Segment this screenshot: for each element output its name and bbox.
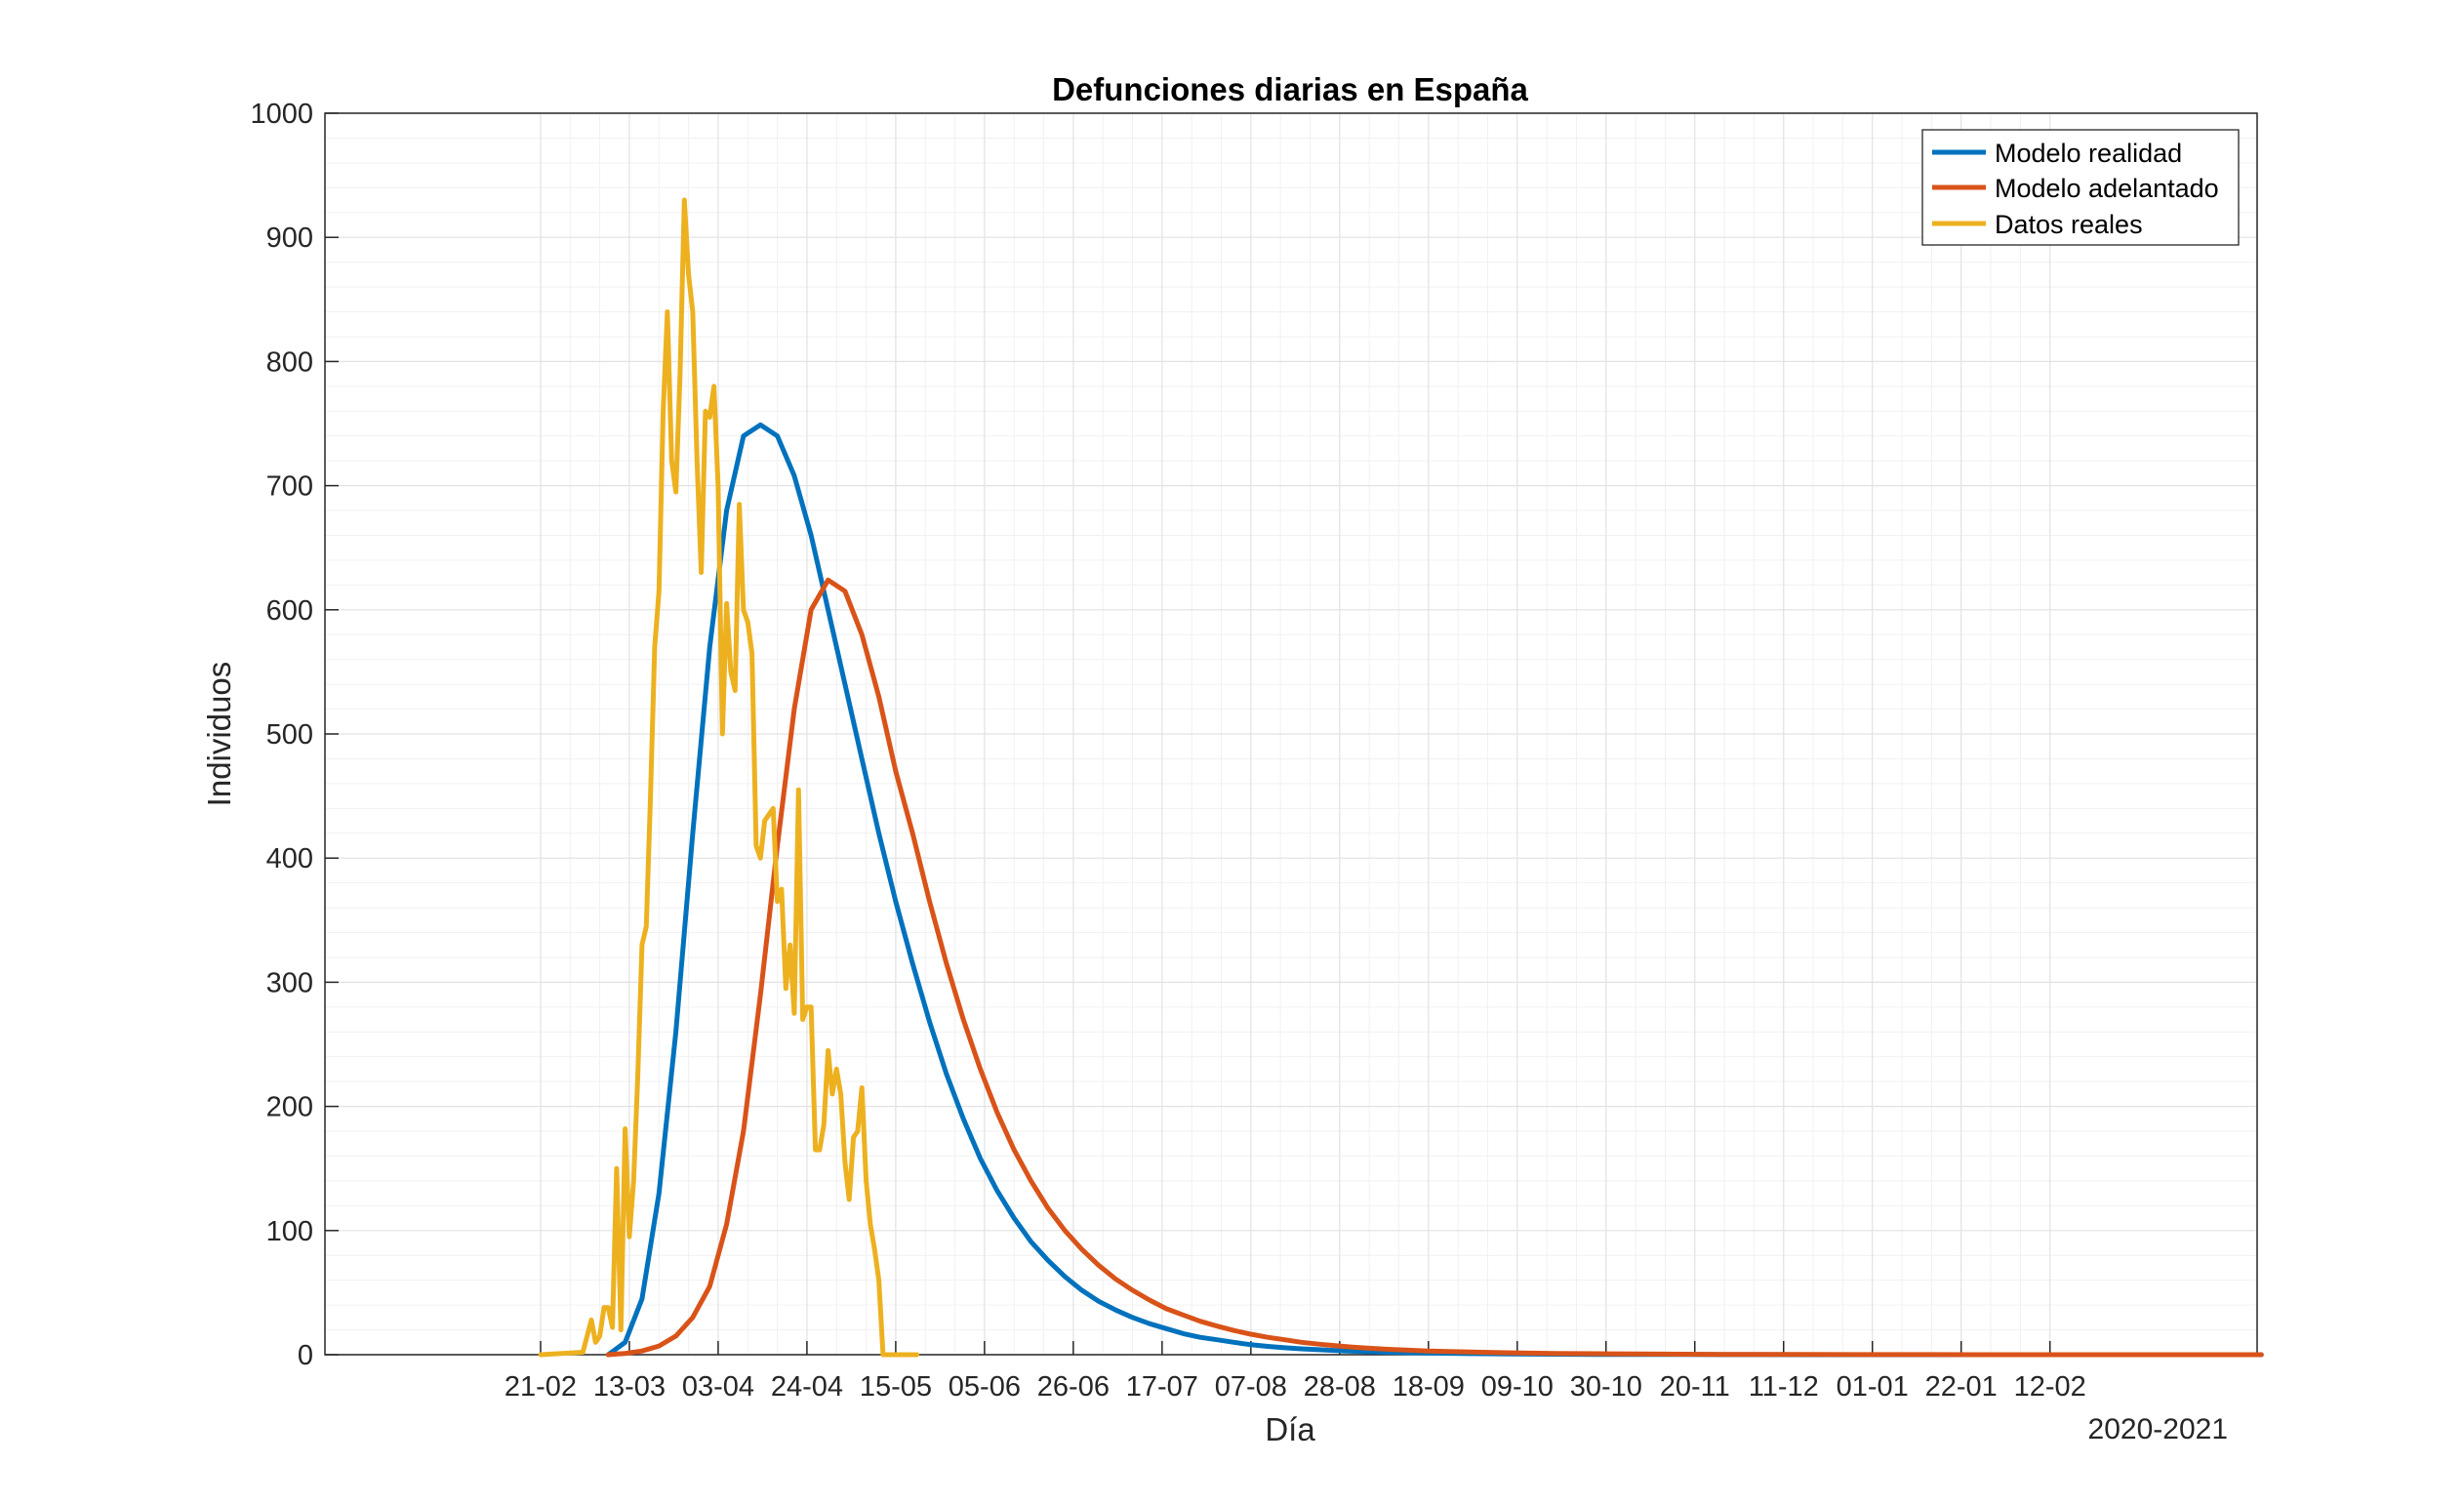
series-line-datos-reales xyxy=(538,197,920,1358)
series-lines xyxy=(538,197,2264,1358)
series-line-modelo-realidad xyxy=(605,422,2264,1358)
x-tick-label: 30-10 xyxy=(1570,1371,1642,1403)
y-tick-label: 0 xyxy=(298,1340,313,1371)
x-period-label: 2020-2021 xyxy=(2088,1413,2228,1445)
y-tick-label: 800 xyxy=(266,346,313,378)
x-tick-label: 20-11 xyxy=(1660,1371,1730,1403)
y-axis-title: Individuos xyxy=(201,662,237,807)
x-tick-label: 17-07 xyxy=(1126,1371,1198,1403)
legend-label-modelo-realidad: Modelo realidad xyxy=(1995,139,2182,168)
x-tick-label: 28-08 xyxy=(1304,1371,1376,1403)
x-tick-label: 03-04 xyxy=(682,1371,754,1403)
y-tick-label: 600 xyxy=(266,595,313,627)
x-tick-label: 07-08 xyxy=(1215,1371,1287,1403)
y-tick-label: 300 xyxy=(266,967,313,998)
x-tick-label: 01-01 xyxy=(1837,1371,1909,1403)
y-tick-label: 100 xyxy=(266,1216,313,1247)
x-axis-title: Día xyxy=(1265,1411,1315,1447)
chart-title: Defunciones diarias en España xyxy=(1052,71,1528,107)
x-tick-label: 21-02 xyxy=(505,1371,577,1403)
y-tick-label: 1000 xyxy=(250,99,313,130)
y-tick-label: 200 xyxy=(266,1092,313,1123)
x-tick-label: 26-06 xyxy=(1037,1371,1110,1403)
legend-label-modelo-adelantado: Modelo adelantado xyxy=(1995,174,2219,203)
series-line-modelo-adelantado xyxy=(605,577,2264,1358)
y-tick-label: 700 xyxy=(266,471,313,503)
x-tick-label: 12-02 xyxy=(2014,1371,2086,1403)
y-axis: 0 100 200 300 400 500 600 700 800 900 1000 xyxy=(250,99,339,1371)
x-tick-label: 09-10 xyxy=(1481,1371,1554,1403)
y-tick-label: 900 xyxy=(266,223,313,254)
y-tick-label: 400 xyxy=(266,843,313,875)
x-tick-label: 05-06 xyxy=(949,1371,1021,1403)
y-tick-label: 500 xyxy=(266,719,313,751)
x-tick-label: 24-04 xyxy=(771,1371,843,1403)
x-tick-label: 11-12 xyxy=(1749,1371,1819,1403)
x-tick-label: 15-05 xyxy=(860,1371,932,1403)
x-tick-label: 13-03 xyxy=(593,1371,666,1403)
x-tick-label: 22-01 xyxy=(1925,1371,1998,1403)
legend: Modelo realidad Modelo adelantado Datos … xyxy=(1921,129,2240,246)
legend-label-datos-reales: Datos reales xyxy=(1995,210,2143,239)
x-axis: 21-02 13-03 03-04 24-04 15-05 05-06 26-06 17-07… xyxy=(505,1341,2086,1403)
x-tick-label: 18-09 xyxy=(1393,1371,1465,1403)
